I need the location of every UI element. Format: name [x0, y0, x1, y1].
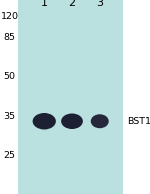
- Bar: [18, 187, 123, 194]
- Bar: [18, 167, 123, 174]
- Bar: [18, 20, 123, 27]
- Bar: [18, 147, 123, 154]
- Bar: [18, 7, 123, 13]
- Bar: [18, 100, 123, 107]
- Bar: [18, 67, 123, 74]
- Bar: [18, 94, 123, 100]
- Bar: [18, 174, 123, 181]
- Bar: [18, 27, 123, 33]
- Bar: [18, 114, 123, 120]
- Text: 2: 2: [68, 0, 76, 8]
- Bar: [18, 13, 123, 20]
- Bar: [18, 80, 123, 87]
- Bar: [18, 74, 123, 80]
- Text: 1: 1: [41, 0, 48, 8]
- Bar: [18, 127, 123, 134]
- Text: 50: 50: [4, 72, 16, 81]
- Bar: [18, 47, 123, 54]
- Bar: [18, 154, 123, 161]
- Bar: [18, 0, 123, 7]
- Bar: [18, 120, 123, 127]
- Ellipse shape: [61, 113, 83, 129]
- Bar: [18, 107, 123, 114]
- Bar: [18, 53, 123, 60]
- Text: 120: 120: [1, 12, 19, 21]
- Text: 3: 3: [96, 0, 103, 8]
- Text: BST1: BST1: [127, 117, 150, 126]
- Ellipse shape: [91, 114, 109, 128]
- Ellipse shape: [33, 113, 56, 130]
- Bar: [18, 181, 123, 187]
- Text: 85: 85: [4, 33, 16, 42]
- Bar: [18, 160, 123, 167]
- Bar: [18, 0, 123, 194]
- Bar: [18, 33, 123, 40]
- Bar: [18, 40, 123, 47]
- Bar: [18, 87, 123, 94]
- Text: 25: 25: [4, 151, 16, 160]
- Bar: [18, 140, 123, 147]
- Text: 35: 35: [4, 112, 16, 121]
- Bar: [18, 134, 123, 140]
- Bar: [18, 60, 123, 67]
